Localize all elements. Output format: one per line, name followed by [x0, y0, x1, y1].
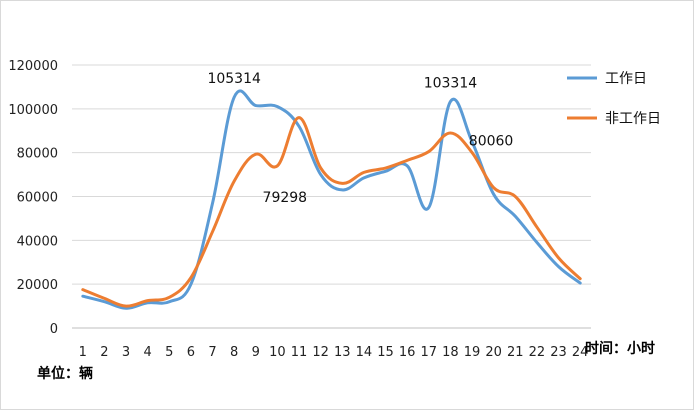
y-tick-label: 100000 — [8, 103, 58, 118]
x-tick-label: 16 — [399, 345, 416, 360]
y-tick-label: 0 — [50, 322, 58, 337]
data-label: 105314 — [207, 71, 261, 87]
x-tick-label: 14 — [356, 345, 373, 360]
y-tick-label: 80000 — [17, 147, 58, 162]
x-tick-label: 7 — [208, 345, 216, 360]
x-tick-label: 10 — [269, 345, 286, 360]
data-label: 103314 — [424, 76, 478, 92]
x-axis-title: 时间：小时 — [585, 340, 655, 357]
x-tick-label: 13 — [334, 345, 351, 360]
y-tick-label: 40000 — [17, 234, 58, 249]
data-label: 79298 — [263, 190, 308, 206]
legend-label-weekday: 工作日 — [605, 71, 647, 87]
series-line-weekday — [81, 89, 582, 310]
x-tick-label: 1 — [79, 345, 87, 360]
series-line-non-weekday — [81, 116, 582, 308]
x-tick-label: 6 — [187, 345, 195, 360]
x-tick-label: 23 — [550, 345, 567, 360]
y-tick-label: 120000 — [8, 59, 58, 74]
x-tick-label: 20 — [485, 345, 502, 360]
x-tick-label: 5 — [165, 345, 173, 360]
x-tick-label: 22 — [529, 345, 546, 360]
x-tick-label: 12 — [312, 345, 329, 360]
x-tick-label: 18 — [442, 345, 459, 360]
x-tick-label: 9 — [252, 345, 260, 360]
x-tick-label: 2 — [100, 345, 108, 360]
y-axis-unit-label: 单位：辆 — [37, 365, 93, 382]
x-tick-label: 21 — [507, 345, 524, 360]
x-tick-label: 15 — [377, 345, 394, 360]
y-tick-label: 60000 — [17, 191, 58, 206]
data-label: 80060 — [469, 134, 514, 150]
x-tick-label: 17 — [421, 345, 438, 360]
y-tick-label: 20000 — [17, 278, 58, 293]
x-tick-label: 11 — [291, 345, 308, 360]
x-tick-label: 4 — [144, 345, 152, 360]
x-tick-label: 24 — [572, 345, 589, 360]
x-tick-label: 19 — [464, 345, 481, 360]
x-tick-label: 8 — [230, 345, 238, 360]
x-tick-label: 3 — [122, 345, 130, 360]
legend-label-non-weekday: 非工作日 — [605, 111, 661, 127]
